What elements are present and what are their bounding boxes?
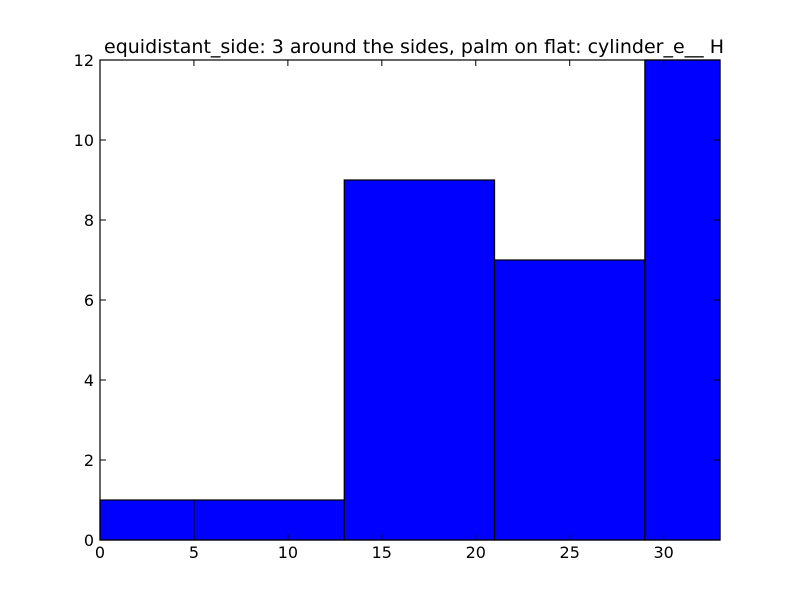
bar-2	[343, 179, 496, 541]
x-tick-label-10: 10	[278, 543, 298, 562]
x-tick-label-30: 30	[653, 543, 673, 562]
y-tick-label-10: 10	[74, 131, 94, 150]
x-tick-label-0: 0	[95, 543, 105, 562]
y-tick-label-6: 6	[84, 291, 94, 310]
y-tick-label-8: 8	[84, 211, 94, 230]
bar-1	[193, 499, 345, 541]
x-tick-label-25: 25	[560, 543, 580, 562]
bar-3	[493, 259, 646, 541]
chart-title: equidistant_side: 3 around the sides, pa…	[104, 36, 724, 58]
ticks-group: 0 5 10 15 20 25 30 0 2 4 6 8 10 12	[74, 51, 720, 562]
x-tick-label-5: 5	[189, 543, 199, 562]
y-tick-label-4: 4	[84, 371, 94, 390]
y-tick-label-12: 12	[74, 51, 94, 70]
x-tick-label-15: 15	[372, 543, 392, 562]
bar-0	[99, 499, 195, 541]
y-tick-label-2: 2	[84, 451, 94, 470]
y-tick-label-0: 0	[84, 531, 94, 550]
bar-4	[644, 59, 721, 541]
x-tick-label-20: 20	[466, 543, 486, 562]
bars-group	[99, 59, 721, 541]
